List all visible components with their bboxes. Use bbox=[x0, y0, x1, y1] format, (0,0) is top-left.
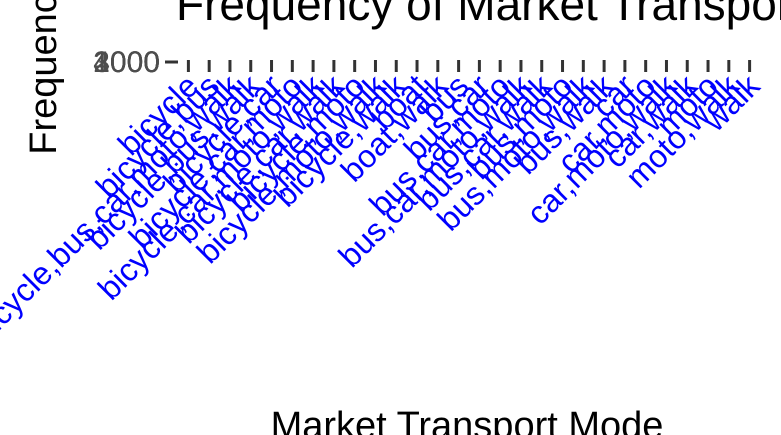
chart-title: Frequency of Market Transport Mode bbox=[176, 0, 781, 30]
y-axis-label: Frequency bbox=[23, 0, 65, 155]
y-tick-label: 2000 bbox=[93, 46, 160, 79]
y-tick-label: 3000 bbox=[93, 46, 160, 79]
x-axis-label: Market Transport Mode bbox=[271, 405, 664, 435]
y-tick-label: 4000 bbox=[93, 46, 160, 79]
y-tick-label: 1000 bbox=[93, 46, 160, 79]
x-axis: bicyclebicycle,busbicycle,bus,car,moto,w… bbox=[0, 60, 767, 349]
y-tick-label: 0 bbox=[143, 46, 160, 79]
